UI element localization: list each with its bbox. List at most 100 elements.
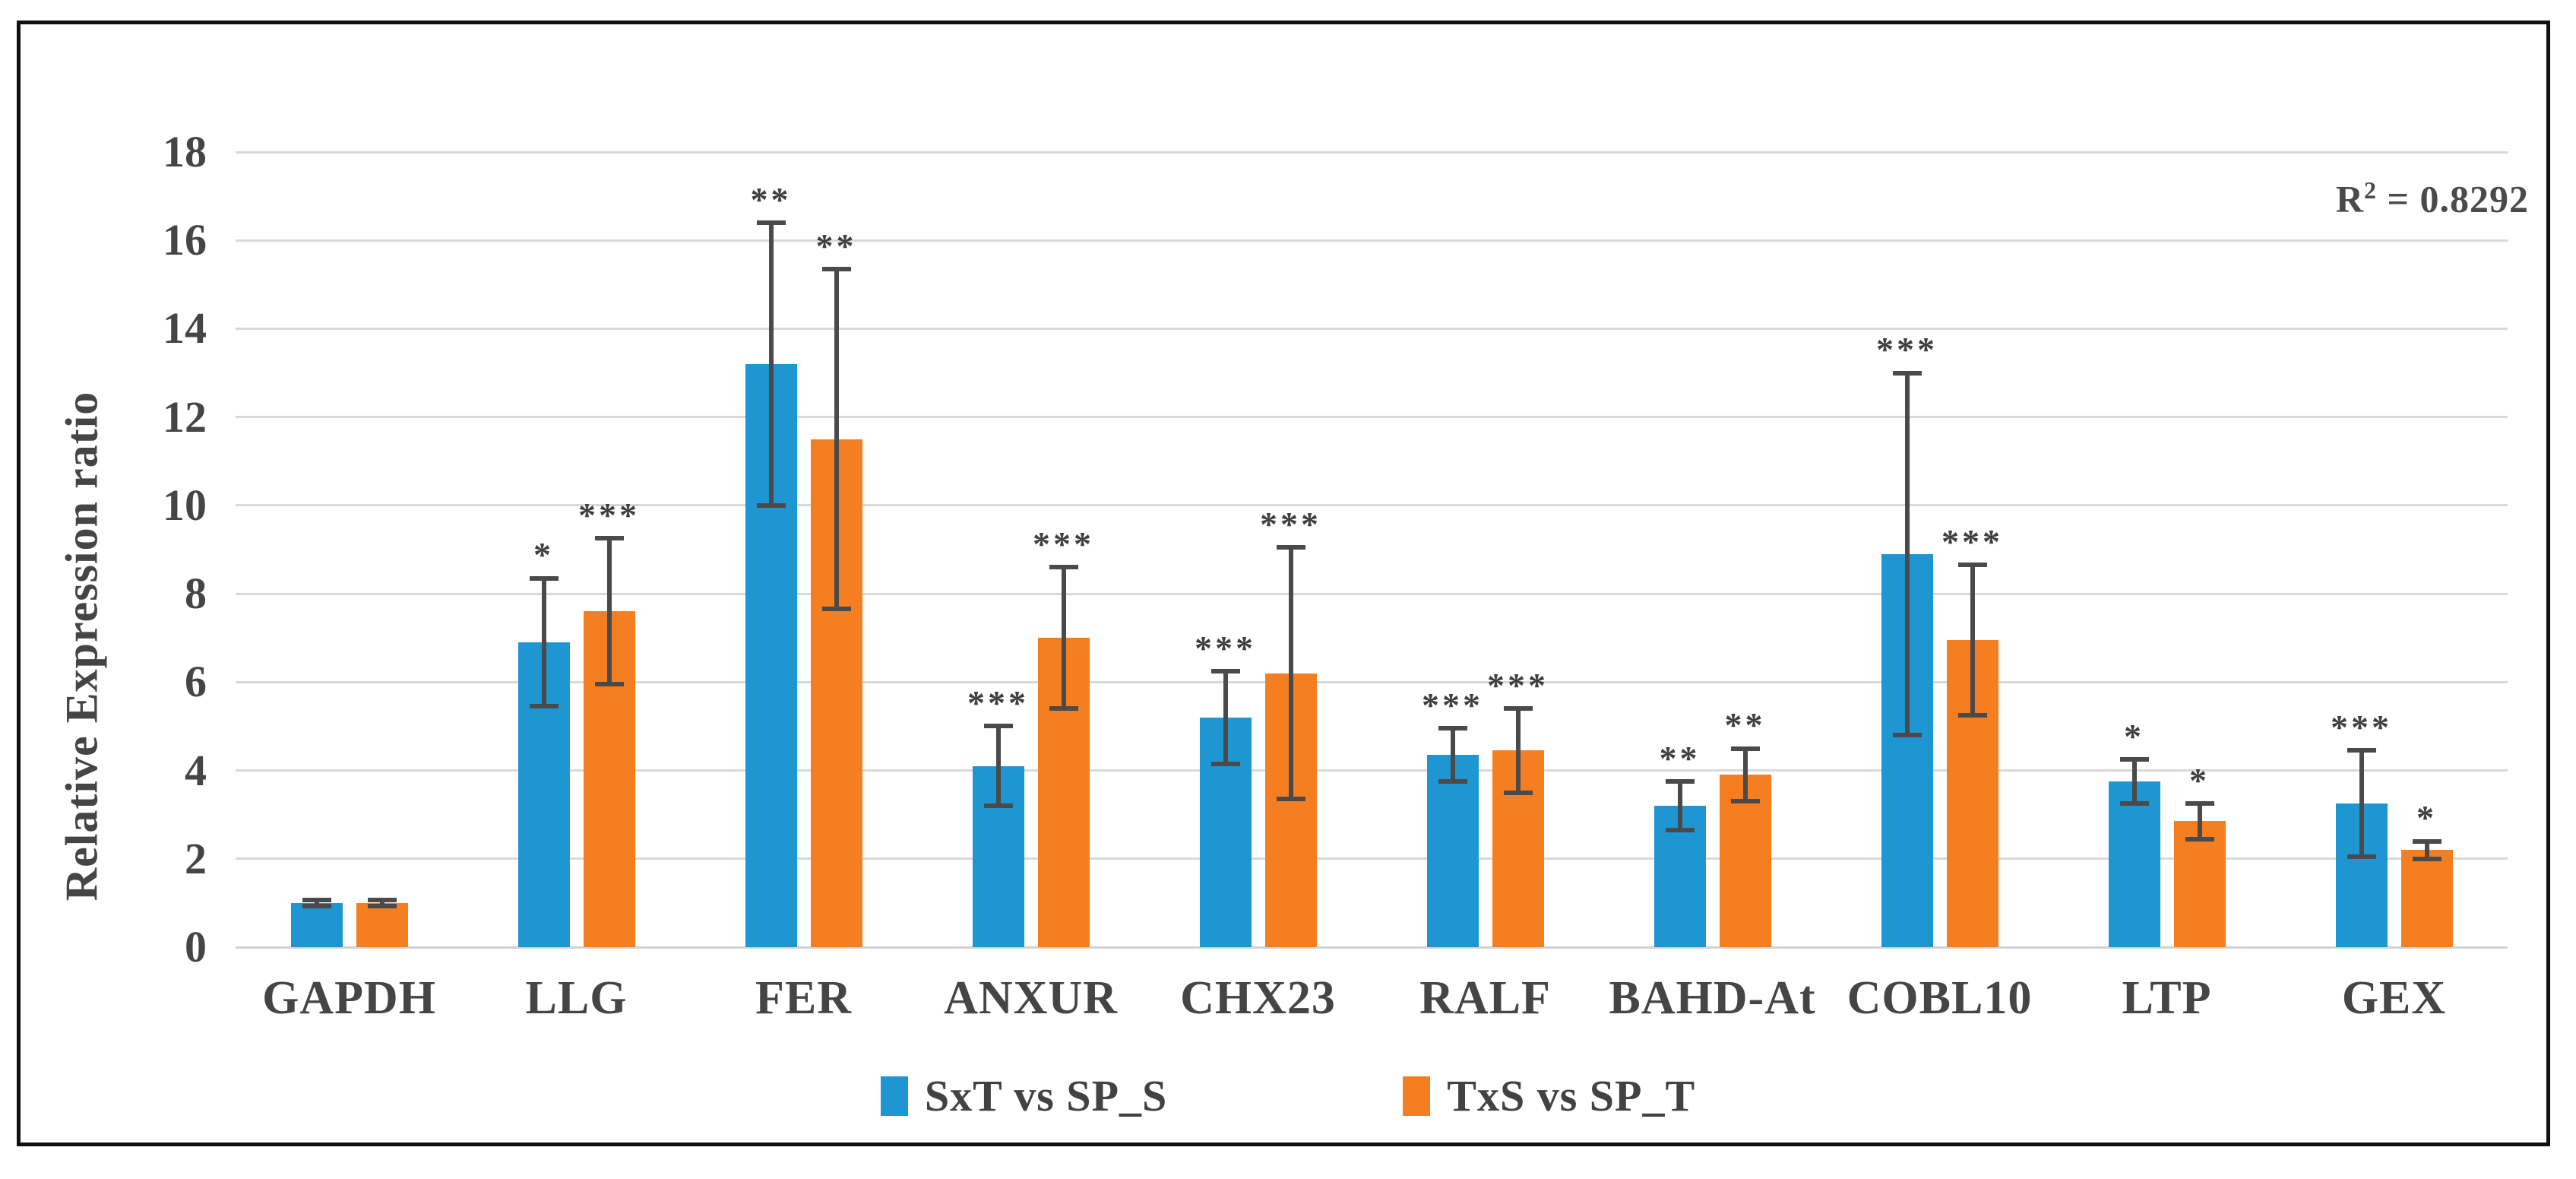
error-bar <box>1742 748 1748 802</box>
error-bar-top-cap <box>983 724 1013 729</box>
r2-base: R <box>2335 177 2364 220</box>
category-label-gex: GEX <box>2341 972 2447 1024</box>
error-bar <box>1677 781 1682 831</box>
error-bar <box>2131 759 2137 804</box>
y-tick-label: 2 <box>185 833 207 883</box>
error-bar-top-cap <box>1503 706 1533 712</box>
error-bar <box>1061 567 1066 709</box>
error-bar <box>1515 708 1521 793</box>
error-bar-top-cap <box>821 267 851 271</box>
significance-stars: ** <box>1659 738 1701 778</box>
error-bar-top-cap <box>302 897 331 902</box>
category-label-ltp: LTP <box>2122 972 2212 1024</box>
gridline <box>236 327 2508 330</box>
error-bar-top-cap <box>1276 545 1305 550</box>
error-bar <box>1288 547 1293 800</box>
error-bar-top-cap <box>2412 838 2442 844</box>
bar-sxt-gapdh <box>290 902 343 947</box>
error-bar <box>2359 750 2364 857</box>
legend-item-sxt: SxT vs SP_S <box>880 1070 1168 1121</box>
legend-label: TxS vs SP_T <box>1447 1071 1696 1120</box>
error-bar-top-cap <box>367 897 397 902</box>
significance-stars: * <box>2416 798 2437 838</box>
error-bar <box>995 726 1001 807</box>
significance-stars: *** <box>1487 665 1549 705</box>
gridline <box>236 239 2508 242</box>
error-bar <box>314 899 319 906</box>
legend-swatch-icon <box>1403 1076 1431 1116</box>
significance-stars: * <box>533 535 554 575</box>
error-bar <box>541 578 546 707</box>
y-tick-label: 12 <box>163 391 207 442</box>
y-tick-label: 18 <box>163 127 207 176</box>
significance-stars: *** <box>1422 686 1483 725</box>
significance-stars: *** <box>578 496 640 535</box>
error-bar <box>379 899 385 906</box>
significance-stars: *** <box>967 683 1029 723</box>
error-bar-bottom-cap <box>1957 712 1987 718</box>
category-label-fer: FER <box>755 972 852 1024</box>
significance-stars: * <box>2124 716 2144 756</box>
bar-sxt-ltp <box>2108 781 2160 947</box>
error-bar-bottom-cap <box>529 704 559 709</box>
error-bar-bottom-cap <box>1503 790 1533 795</box>
error-bar <box>1223 670 1228 764</box>
gridline <box>236 769 2508 772</box>
error-bar-top-cap <box>1957 563 1987 568</box>
error-bar-top-cap <box>1210 668 1240 673</box>
error-bar-top-cap <box>1438 726 1467 731</box>
error-bar <box>1970 565 1975 715</box>
error-bar-bottom-cap <box>756 502 786 508</box>
gridline <box>236 857 2508 860</box>
error-bar-top-cap <box>1892 370 1922 376</box>
x-axis-line <box>236 946 2508 949</box>
error-bar-bottom-cap <box>821 607 851 612</box>
error-bar-bottom-cap <box>2412 856 2442 861</box>
error-bar-bottom-cap <box>1665 828 1695 833</box>
gridline <box>236 504 2508 507</box>
gridline <box>236 680 2508 683</box>
y-tick-label: 14 <box>163 303 207 353</box>
significance-stars: *** <box>1876 330 1938 369</box>
significance-stars: *** <box>2331 708 2392 747</box>
error-bar-top-cap <box>2119 757 2149 762</box>
bar-txs-gex <box>2400 850 2453 947</box>
error-bar <box>1450 728 1455 782</box>
bar-txs-ltp <box>2173 821 2226 947</box>
error-bar-top-cap <box>756 220 786 225</box>
legend-swatch-icon <box>880 1076 908 1116</box>
error-bar-top-cap <box>2185 801 2214 807</box>
significance-stars: *** <box>1260 504 1321 544</box>
error-bar-top-cap <box>529 575 559 581</box>
y-tick-label: 16 <box>163 215 207 265</box>
error-bar-bottom-cap <box>1210 761 1240 766</box>
category-label-anxur: ANXUR <box>944 972 1118 1024</box>
y-axis-tick-labels: 0 2 4 6 8 10 12 14 16 18 <box>0 130 207 969</box>
r-squared-annotation: R2 = 0.8292 <box>2336 176 2529 221</box>
error-bar <box>2424 841 2429 859</box>
error-bar-bottom-cap <box>2347 854 2376 859</box>
significance-stars: *** <box>1195 628 1256 667</box>
significance-stars: * <box>2189 760 2210 800</box>
plot-area: * *** ** ** *** *** *** *** *** *** ** ** *** *** * * **… <box>236 151 2508 949</box>
bar-txs-gapdh <box>356 902 408 947</box>
r2-value: = 0.8292 <box>2377 177 2529 220</box>
error-bar <box>2197 803 2202 839</box>
error-bar <box>606 538 612 685</box>
legend-item-txs: TxS vs SP_T <box>1403 1070 1695 1121</box>
figure-frame <box>17 21 2550 1146</box>
error-bar-bottom-cap <box>1438 779 1467 784</box>
bar-sxt-ralf <box>1426 755 1479 947</box>
significance-stars: ** <box>815 226 857 265</box>
y-tick-label: 4 <box>185 745 207 795</box>
category-label-chx23: CHX23 <box>1180 972 1336 1024</box>
error-bar <box>768 222 774 506</box>
x-axis-category-labels: GAPDH LLG FER ANXUR CHX23 RALF BAHD-At COBL10 LT… <box>236 971 2508 1025</box>
r2-sup: 2 <box>2364 176 2377 204</box>
significance-stars: ** <box>1724 705 1766 745</box>
error-bar-bottom-cap <box>594 682 624 687</box>
category-label-ralf: RALF <box>1419 972 1551 1024</box>
legend-label: SxT vs SP_S <box>924 1071 1168 1120</box>
gridline <box>236 592 2508 595</box>
gridline <box>236 416 2508 419</box>
